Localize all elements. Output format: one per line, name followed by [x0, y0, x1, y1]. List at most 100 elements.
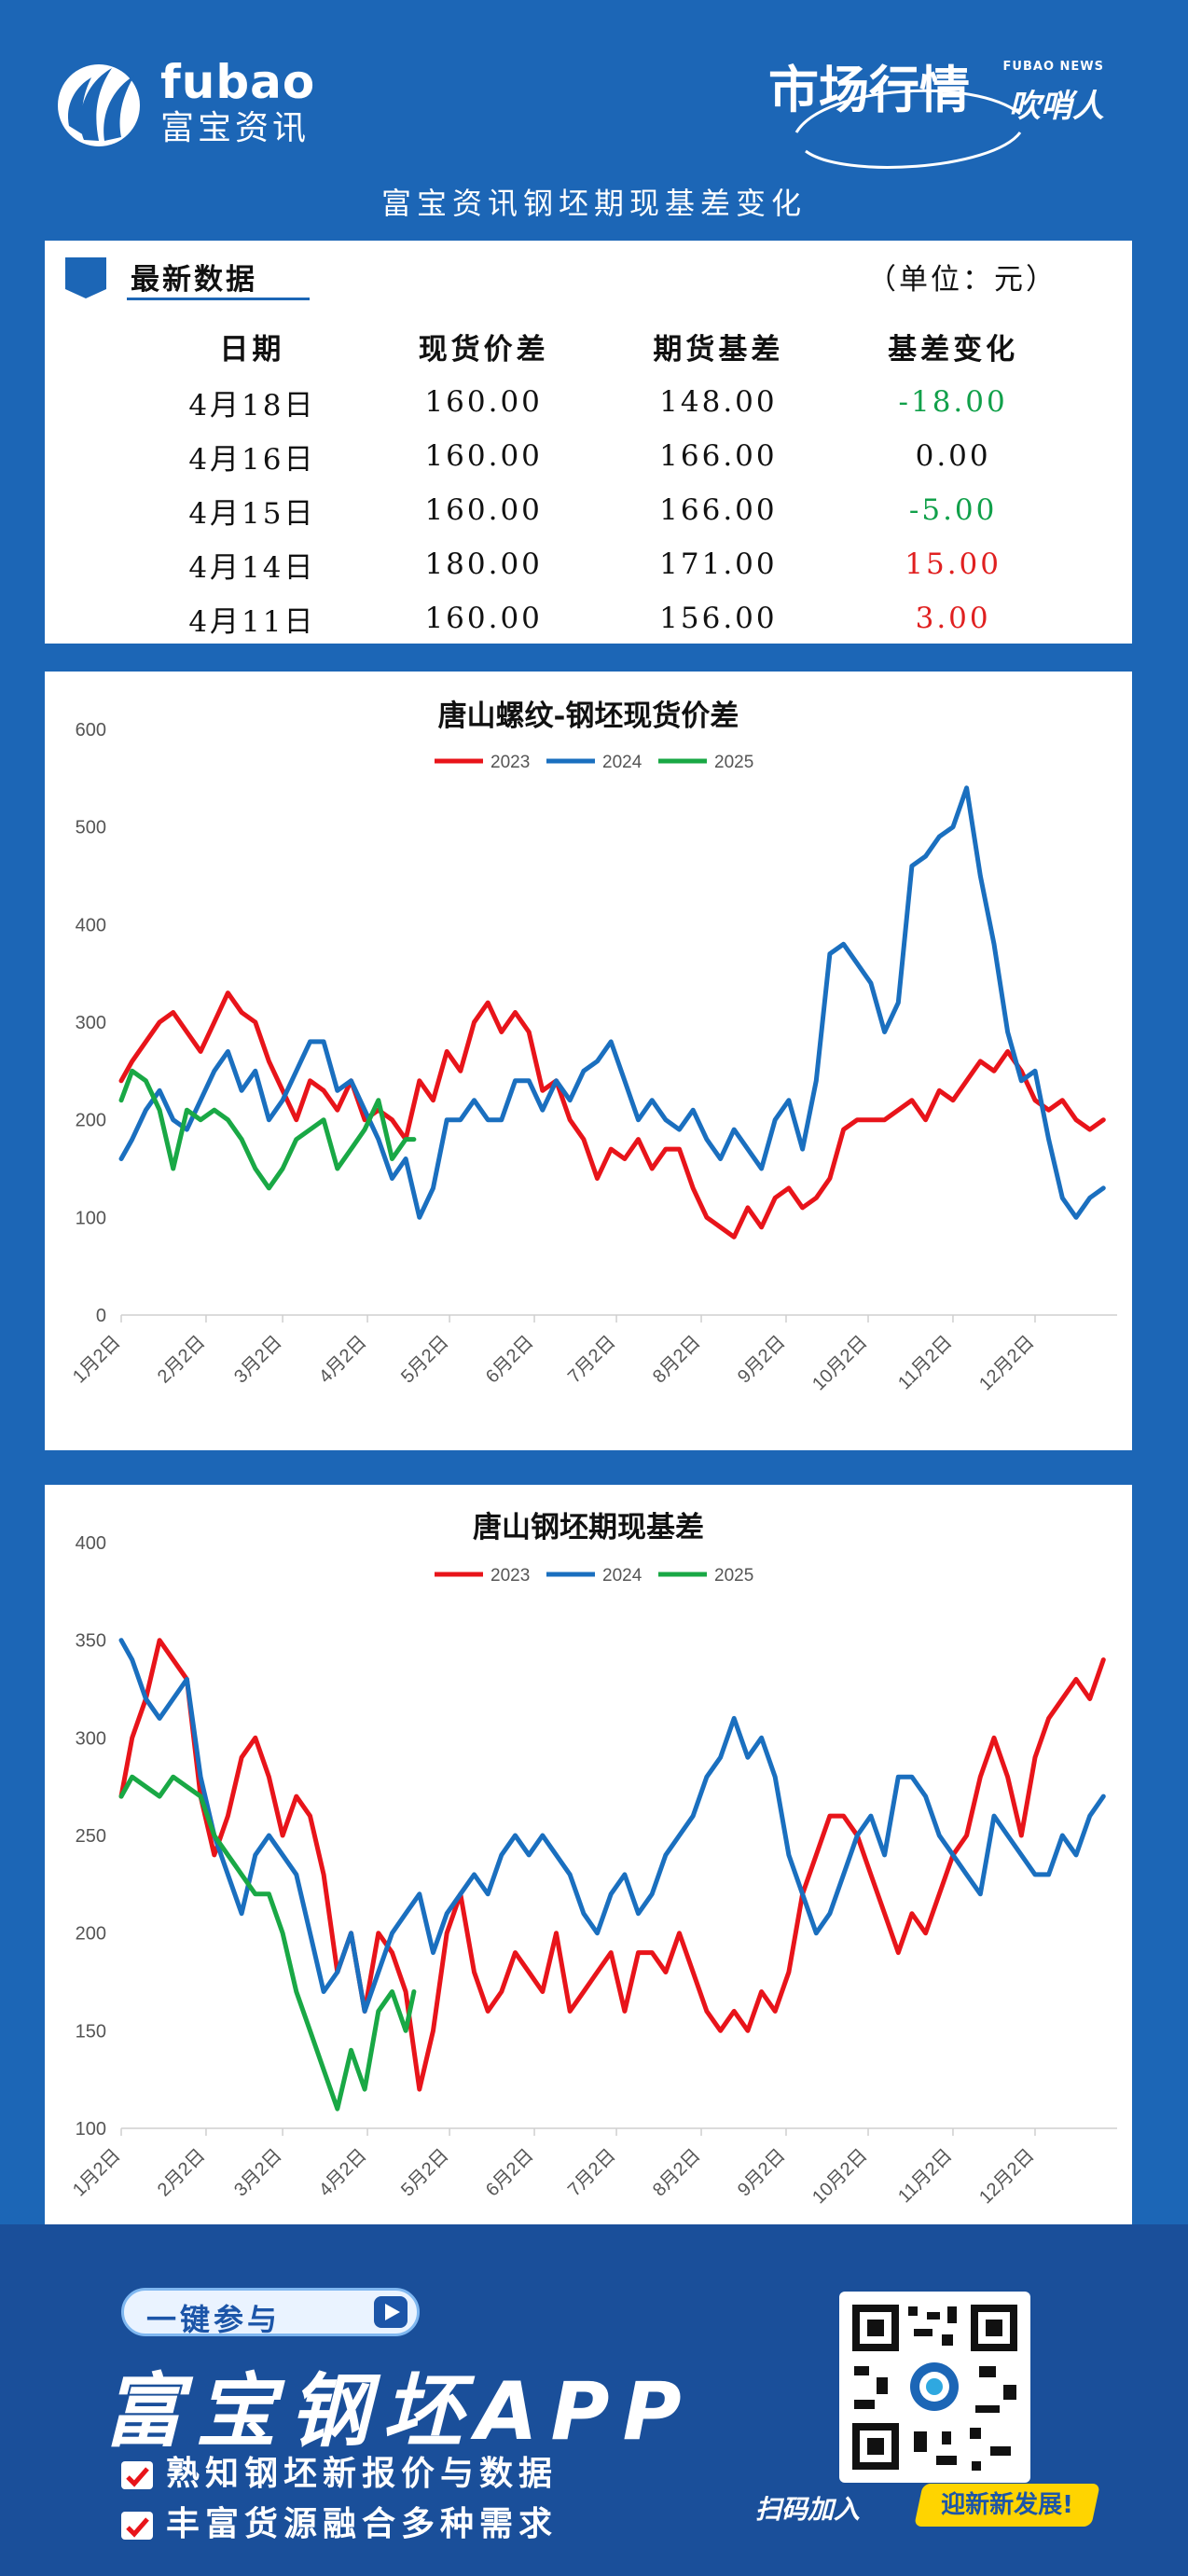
basis-table: 日期 现货价差 期货基差 基差变化 4月18日 160.00 148.00 -1… [138, 317, 1071, 645]
legend-label: 2025 [714, 1566, 753, 1586]
col-header-change: 基差变化 [888, 332, 1019, 367]
col-header-futures: 期货基差 [653, 332, 784, 367]
legend-label: 2024 [602, 1566, 642, 1586]
promo-line-1-text: 熟知钢坯新报价与数据 [166, 2455, 559, 2493]
play-icon [374, 2296, 408, 2328]
table-row: 4月14日 180.00 171.00 15.00 [138, 537, 1071, 591]
cell-change: 0.00 [915, 439, 991, 473]
spot-spread-chart: 0 100 200 300 400 500 600 1月2日 2月2日 3月2日 4月2日 5月2日 6… [69, 720, 1117, 1394]
y-tick-label: 350 [76, 1631, 106, 1652]
x-tick-label: 5月2日 [397, 2145, 453, 2201]
series-line-2025 [118, 1774, 417, 2112]
chart-title: 唐山螺纹-钢坯现货价差 [437, 699, 739, 733]
spot-spread-chart-card: 唐山螺纹-钢坯现货价差 0 100 200 300 400 500 600 1月2日 2月2日 3… [45, 672, 1132, 1450]
promo-line-2-text: 丰富货源融合多种需求 [166, 2505, 559, 2543]
x-tick-label: 4月2日 [315, 1332, 371, 1388]
series-line-2024 [118, 785, 1106, 1220]
promo-line-1: 熟知钢坯新报价与数据 [121, 2446, 558, 2495]
cell-futures: 166.00 [659, 493, 778, 527]
y-tick-label: 150 [76, 2021, 106, 2042]
brand-sub: 吹哨人 [1009, 88, 1104, 125]
join-pill-label: 一键参与 [146, 2302, 282, 2337]
x-tick-label: 11月2日 [894, 1332, 956, 1393]
cell-futures: 156.00 [659, 602, 778, 635]
legend-label: 2024 [602, 753, 642, 772]
flag-icon [65, 257, 106, 298]
promo-line-2: 丰富货源融合多种需求 [121, 2497, 558, 2545]
x-tick-label: 11月2日 [894, 2145, 956, 2207]
x-tick-label: 12月2日 [975, 2145, 1038, 2208]
table-row: 4月18日 160.00 148.00 -18.00 [138, 375, 1071, 429]
series-line-2023 [118, 1638, 1106, 2092]
checkbox-icon [121, 2461, 153, 2489]
cell-spot: 180.00 [424, 547, 543, 581]
checkbox-icon [121, 2512, 153, 2540]
chart-title: 唐山钢坯期现基差 [473, 1511, 704, 1544]
y-tick-label: 100 [76, 2119, 106, 2140]
cell-futures: 166.00 [659, 439, 778, 473]
brand-block: 市场行情 FUBAO NEWS 吹哨人 [768, 48, 1104, 169]
cell-date: 4月14日 [188, 550, 316, 585]
x-tick-label: 2月2日 [154, 2145, 210, 2201]
y-tick-label: 300 [76, 1013, 106, 1033]
heading-underline [127, 298, 310, 300]
logo-cn: 富宝资讯 [160, 109, 311, 147]
cell-change: -18.00 [898, 385, 1008, 419]
cell-spot: 160.00 [424, 385, 543, 419]
latest-data-heading: 最新数据 [131, 263, 257, 297]
qr-code-image[interactable] [839, 2292, 1030, 2483]
series-line-2025 [118, 1068, 417, 1191]
table-row: 4月15日 160.00 166.00 -5.00 [138, 483, 1071, 537]
brand-arc-icon [794, 89, 1022, 169]
x-tick-label: 5月2日 [397, 1332, 453, 1388]
cell-spot: 160.00 [424, 493, 543, 527]
y-tick-label: 500 [76, 818, 106, 838]
app-promo-banner[interactable]: 一键参与 富宝钢坯APP 熟知钢坯新报价与数据 丰富货源融合多种需求 [0, 2224, 1188, 2576]
y-tick-label: 600 [76, 720, 106, 741]
scan-label: 扫码加入 [755, 2494, 861, 2525]
cell-futures: 171.00 [659, 547, 778, 581]
x-tick-label: 12月2日 [975, 1332, 1038, 1394]
x-tick-label: 9月2日 [734, 1332, 790, 1388]
y-tick-label: 300 [76, 1728, 106, 1749]
cell-date: 4月15日 [188, 496, 316, 531]
basis-chart: 100 150 200 250 300 350 400 1月2日 2月2日 3月2日 4月2日 5月2… [69, 1533, 1117, 2208]
slogan-badge: 迎新新发展! [914, 2484, 1100, 2527]
x-tick-label: 7月2日 [564, 1332, 620, 1388]
x-tick-label: 4月2日 [315, 2145, 371, 2201]
logo-en: fubao [160, 55, 316, 109]
join-pill-button[interactable]: 一键参与 [121, 2288, 420, 2337]
x-tick-label: 3月2日 [230, 2145, 286, 2201]
y-tick-label: 0 [96, 1306, 106, 1326]
cell-spot: 160.00 [424, 602, 543, 635]
cell-change: 15.00 [905, 547, 1002, 581]
qr-code-icon [852, 2305, 1017, 2471]
brand-title: 市场行情 [768, 60, 970, 119]
x-tick-label: 1月2日 [69, 1332, 125, 1388]
x-tick-label: 3月2日 [230, 1332, 286, 1388]
y-tick-label: 400 [76, 1533, 106, 1554]
y-tick-label: 200 [76, 1111, 106, 1131]
legend-label: 2023 [490, 753, 530, 772]
x-tick-label: 8月2日 [649, 2145, 705, 2201]
x-tick-label: 9月2日 [734, 2145, 790, 2201]
cell-date: 4月18日 [188, 388, 316, 422]
basis-chart-card: 唐山钢坯期现基差 100 150 200 250 300 350 400 1月2日 2月2日 3月… [45, 1485, 1132, 2264]
app-name: 富宝钢坯APP [103, 2365, 695, 2458]
cell-date: 4月11日 [188, 604, 316, 639]
x-tick-label: 6月2日 [482, 2145, 538, 2201]
x-tick-label: 10月2日 [808, 2145, 871, 2208]
cell-spot: 160.00 [424, 439, 543, 473]
header: fubao 富宝资讯 市场行情 FUBAO NEWS 吹哨人 [0, 0, 1188, 169]
cell-date: 4月16日 [188, 442, 316, 477]
latest-data-card: 最新数据 （单位：元） 日期 现货价差 期货基差 基差变化 4月18日 160.… [45, 241, 1132, 644]
x-tick-label: 8月2日 [649, 1332, 705, 1388]
series-line-2023 [118, 990, 1106, 1240]
y-tick-label: 400 [76, 915, 106, 935]
page-title: 富宝资讯钢坯期现基差变化 [380, 186, 807, 221]
fubao-logo[interactable]: fubao 富宝资讯 [56, 51, 315, 154]
cell-futures: 148.00 [659, 385, 778, 419]
brand-news: FUBAO NEWS [1002, 60, 1104, 74]
table-row: 4月11日 160.00 156.00 3.00 [138, 591, 1071, 645]
